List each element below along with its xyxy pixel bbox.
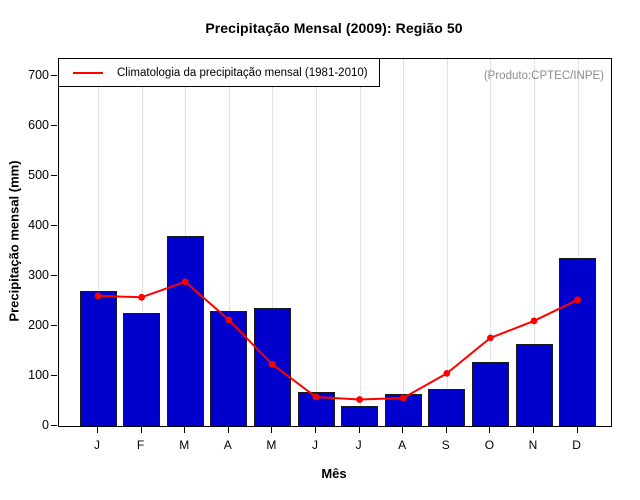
climatology-point-12 [574,296,581,304]
y-tick-400 [51,224,57,226]
y-tick-200 [51,324,57,326]
x-tick-3 [184,427,186,433]
climatology-line [97,280,579,401]
y-tick-700 [51,74,57,76]
x-tick-6 [315,427,316,433]
y-tick-label-0: 0 [42,417,49,432]
climatology-point-9 [443,370,451,377]
y-axis-title: Precipitação mensal (mm) [6,160,22,322]
x-tick-10 [489,427,491,433]
climatology-point-11 [530,317,538,325]
gridline-month-2 [141,59,143,426]
x-tick-label-M-5: M [266,438,277,452]
climatology-line-layer [94,278,581,403]
gridline-month-8 [403,59,405,426]
climatology-point-6 [312,393,320,401]
y-tick-600 [51,124,57,126]
y-tick-label-200: 200 [28,317,49,332]
legend-label: Climatologia da precipitação mensal (198… [117,66,368,79]
x-tick-label-J-1: J [94,438,100,452]
x-tick-5 [271,427,273,433]
y-tick-label-600: 600 [28,117,49,132]
gridline-month-9 [446,59,448,426]
bar-D-12 [559,258,597,426]
bar-S-9 [428,389,466,426]
x-axis-title: Mês [321,466,347,481]
y-tick-label-400: 400 [28,217,49,232]
x-tick-label-J-6: J [312,438,318,452]
x-tick-1 [97,427,98,433]
x-tick-label-F-2: F [136,438,145,452]
x-tick-label-A-8: A [398,438,407,452]
climatology-point-4 [225,316,233,324]
bar-N-11 [515,344,553,426]
bar-F-2 [123,313,161,426]
climatology-point-5 [269,361,276,368]
y-tick-100 [51,374,57,376]
x-tick-label-O-10: O [484,438,495,452]
y-tick-300 [51,274,57,276]
bar-J-1 [79,291,117,426]
y-tick-500 [51,174,57,176]
bar-O-10 [471,362,509,426]
x-tick-9 [445,427,447,433]
bar-M-3 [166,236,204,426]
legend: Climatologia da precipitação mensal (198… [58,58,380,87]
x-tick-label-D-12: D [572,438,581,452]
climatology-point-7 [356,396,363,403]
x-tick-8 [402,427,404,433]
gridline-month-12 [577,59,579,426]
x-tick-label-A-4: A [223,438,232,452]
gridline-month-11 [534,59,535,426]
x-tick-label-J-7: J [355,438,362,452]
gridline-month-5 [272,59,274,426]
x-tick-12 [576,427,578,433]
gridline-month-10 [490,59,492,426]
y-tick-label-700: 700 [28,67,49,82]
y-tick-label-500: 500 [28,167,49,182]
x-tick-11 [533,427,534,433]
gridline-month-7 [359,59,361,426]
gridline-month-6 [316,59,317,426]
plot-area: Climatologia da precipitação mensal (198… [58,58,612,427]
y-tick-label-100: 100 [28,367,49,382]
watermark-text: (Produto:CPTEC/INPE) [483,70,604,82]
y-tick-0 [51,425,57,426]
gridline-month-1 [98,59,99,426]
chart-title: Precipitação Mensal (2009): Região 50 [205,20,463,36]
x-tick-label-N-11: N [528,438,538,452]
climatology-point-8 [399,394,407,402]
bar-A-4 [210,311,248,426]
climatology-point-2 [138,293,145,301]
y-tick-label-300: 300 [28,267,49,282]
x-tick-7 [358,427,360,433]
climatology-point-1 [94,292,102,300]
gridline-month-4 [228,59,230,426]
x-tick-4 [227,427,229,433]
x-tick-label-S-9: S [441,438,450,452]
bar-J-7 [341,406,379,426]
climatology-point-10 [487,334,494,342]
legend-line-swatch [73,71,103,74]
x-tick-2 [140,427,142,433]
x-tick-label-M-3: M [179,438,190,452]
climatology-point-3 [181,278,189,286]
